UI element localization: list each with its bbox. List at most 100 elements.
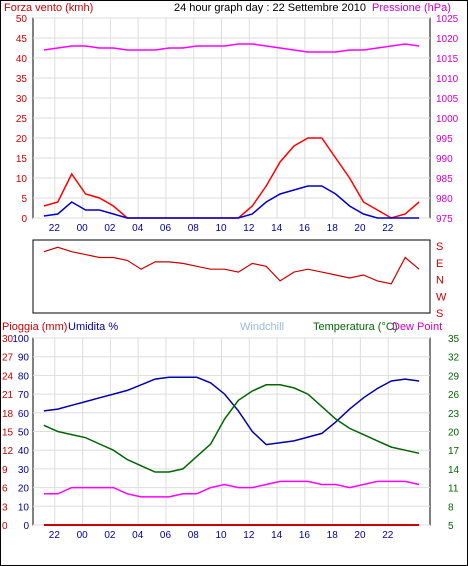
x-tick-label: 18 xyxy=(327,530,339,541)
wind-tick-label: 20 xyxy=(16,134,28,145)
chart-title: 24 hour graph day : 22 Settembre 2010 xyxy=(174,2,366,14)
humidity-tick-label: 40 xyxy=(18,446,30,457)
x-tick-label: 18 xyxy=(327,223,339,234)
series-line-1 xyxy=(43,384,420,473)
x-tick-label: 16 xyxy=(299,530,311,541)
x-tick-label: 10 xyxy=(216,530,228,541)
humidity-temperature-grid xyxy=(33,337,430,526)
temperature-tick-label: 26 xyxy=(448,390,460,401)
x-tick-label: 22 xyxy=(49,223,61,234)
x-tick-label: 04 xyxy=(132,223,144,234)
x-tick-label: 12 xyxy=(243,223,255,234)
pressure-tick-label: 1015 xyxy=(436,54,459,65)
temperature-tick-label: 14 xyxy=(448,465,460,476)
x-tick-label: 06 xyxy=(160,530,172,541)
rain-axis-label: Pioggia (mm) xyxy=(2,321,67,333)
x-tick-label: 00 xyxy=(77,530,89,541)
temperature-tick-label: 11 xyxy=(448,484,459,495)
temperature-tick-label: 23 xyxy=(448,409,460,420)
wind-axis-label: Forza vento (kmh) xyxy=(4,2,93,14)
x-tick-label: 20 xyxy=(354,223,366,234)
wind-direction-series xyxy=(43,246,420,285)
rain-tick-label: 18 xyxy=(2,409,14,420)
temperature-tick-label: 8 xyxy=(448,502,454,513)
pressure-tick-label: 1010 xyxy=(436,74,459,85)
humidity-tick-label: 90 xyxy=(18,353,30,364)
temperature-axis-label: Temperatura (°C) xyxy=(313,321,397,333)
wind-tick-label: 5 xyxy=(21,194,27,205)
direction-tick-label: N xyxy=(436,275,444,287)
wind-tick-label: 25 xyxy=(16,114,28,125)
rain-tick-label: 6 xyxy=(2,484,8,495)
humidity-tick-label: 10 xyxy=(18,502,30,513)
direction-tick-label: E xyxy=(436,258,443,270)
temperature-tick-label: 5 xyxy=(448,521,454,532)
x-tick-label: 10 xyxy=(216,223,228,234)
humidity-tick-label: 50 xyxy=(18,428,30,439)
wind-tick-label: 35 xyxy=(16,74,28,85)
pressure-tick-label: 1000 xyxy=(436,114,459,125)
x-tick-label: 16 xyxy=(299,223,311,234)
wind-tick-label: 50 xyxy=(16,14,28,25)
x-tick-label: 22 xyxy=(382,530,394,541)
humidity-tick-label: 60 xyxy=(18,409,30,420)
humidity-temperature-series xyxy=(43,376,420,526)
wind-tick-label: 30 xyxy=(16,94,28,105)
pressure-tick-label: 1005 xyxy=(436,94,459,105)
wind-tick-label: 0 xyxy=(21,214,27,225)
rain-tick-label: 24 xyxy=(2,371,14,382)
series-line-1 xyxy=(43,185,420,219)
temperature-tick-label: 29 xyxy=(448,371,460,382)
x-tick-label: 12 xyxy=(243,530,255,541)
humidity-tick-label: 20 xyxy=(18,484,30,495)
pressure-tick-label: 995 xyxy=(436,134,453,145)
humidity-axis-label: Umidita % xyxy=(68,321,118,333)
direction-tick-label: S xyxy=(436,308,443,320)
rain-tick-label: 9 xyxy=(2,465,8,476)
wind-direction-plot xyxy=(32,239,431,314)
direction-tick-label: S xyxy=(436,241,443,253)
wind-tick-label: 15 xyxy=(16,154,28,165)
temperature-tick-label: 20 xyxy=(448,428,460,439)
rain-tick-label: 0 xyxy=(2,521,8,532)
x-tick-label: 14 xyxy=(271,223,283,234)
x-tick-label: 08 xyxy=(188,223,200,234)
pressure-tick-label: 1025 xyxy=(436,14,459,25)
wind-tick-label: 10 xyxy=(16,174,28,185)
rain-tick-label: 3 xyxy=(2,502,8,513)
rain-tick-label: 12 xyxy=(2,446,14,457)
windchill-label: Windchill xyxy=(240,321,284,333)
x-tick-label: 02 xyxy=(104,223,116,234)
x-tick-label: 02 xyxy=(104,530,116,541)
temperature-tick-label: 32 xyxy=(448,353,460,364)
humidity-tick-label: 0 xyxy=(23,521,29,532)
x-tick-label: 22 xyxy=(49,530,61,541)
rain-tick-label: 15 xyxy=(2,428,14,439)
dewpoint-label: Dew Point xyxy=(392,321,442,333)
x-tick-label: 04 xyxy=(132,530,144,541)
rain-tick-label: 21 xyxy=(2,390,14,401)
direction-line xyxy=(43,246,420,285)
pressure-tick-label: 985 xyxy=(436,174,453,185)
wind-tick-label: 40 xyxy=(16,54,28,65)
pressure-tick-label: 990 xyxy=(436,154,453,165)
rain-tick-label: 30 xyxy=(2,334,14,345)
temperature-tick-label: 35 xyxy=(448,334,460,345)
series-line-0 xyxy=(43,376,420,446)
x-tick-label: 06 xyxy=(160,223,172,234)
wind-pressure-ticks: 0510152025303540455097598098599099510001… xyxy=(16,14,459,234)
x-tick-label: 22 xyxy=(382,223,394,234)
humidity-tick-label: 30 xyxy=(18,465,30,476)
pressure-tick-label: 980 xyxy=(436,194,453,205)
x-tick-label: 14 xyxy=(271,530,283,541)
humidity-tick-label: 80 xyxy=(18,371,30,382)
series-line-2 xyxy=(43,43,420,53)
humidity-tick-label: 70 xyxy=(18,390,30,401)
rain-tick-label: 27 xyxy=(2,353,14,364)
temperature-tick-label: 17 xyxy=(448,446,460,457)
x-tick-label: 20 xyxy=(354,530,366,541)
humidity-tick-label: 100 xyxy=(12,334,29,345)
